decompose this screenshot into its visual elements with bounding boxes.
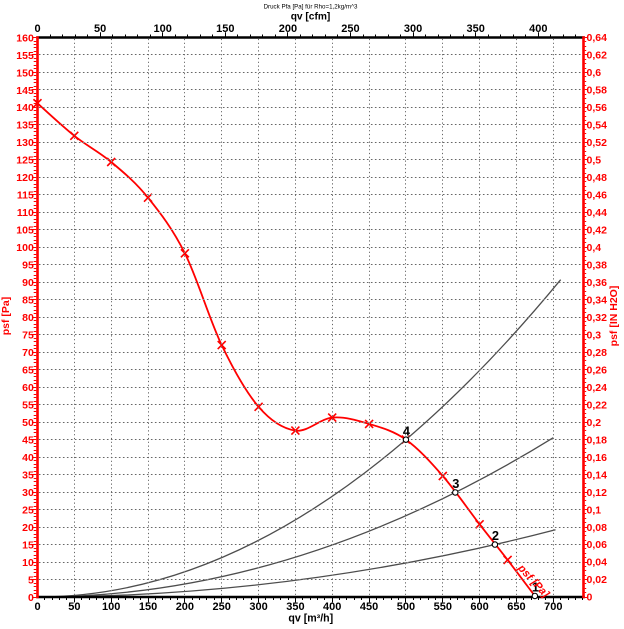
svg-text:0,22: 0,22 xyxy=(587,399,608,411)
svg-text:qv [m³/h]: qv [m³/h] xyxy=(288,612,333,624)
svg-text:0,46: 0,46 xyxy=(587,190,608,202)
svg-text:650: 650 xyxy=(507,601,525,613)
svg-text:700: 700 xyxy=(544,601,562,613)
svg-text:0,42: 0,42 xyxy=(587,225,608,237)
svg-text:0,04: 0,04 xyxy=(587,557,608,569)
svg-text:0,38: 0,38 xyxy=(587,260,608,272)
svg-text:0,02: 0,02 xyxy=(587,574,608,586)
svg-text:300: 300 xyxy=(404,23,422,35)
svg-text:0,64: 0,64 xyxy=(587,32,608,44)
svg-text:60: 60 xyxy=(22,382,34,394)
svg-text:0,06: 0,06 xyxy=(587,539,608,551)
svg-text:160: 160 xyxy=(16,32,34,44)
svg-text:psf [IN H2O]: psf [IN H2O] xyxy=(608,286,620,347)
svg-text:75: 75 xyxy=(22,330,34,342)
svg-text:0,32: 0,32 xyxy=(587,312,608,324)
svg-text:95: 95 xyxy=(22,260,34,272)
svg-text:0,1: 0,1 xyxy=(587,504,602,516)
svg-text:0,6: 0,6 xyxy=(587,67,602,79)
svg-text:135: 135 xyxy=(16,120,34,132)
svg-text:155: 155 xyxy=(16,50,34,62)
svg-text:550: 550 xyxy=(434,601,452,613)
svg-text:0,2: 0,2 xyxy=(587,417,602,429)
svg-text:105: 105 xyxy=(16,225,34,237)
svg-text:0,56: 0,56 xyxy=(587,102,608,114)
svg-text:0: 0 xyxy=(587,592,593,604)
svg-text:300: 300 xyxy=(249,601,267,613)
svg-text:250: 250 xyxy=(213,601,231,613)
svg-text:0: 0 xyxy=(28,592,34,604)
svg-text:0,18: 0,18 xyxy=(587,434,608,446)
svg-text:0,34: 0,34 xyxy=(587,295,608,307)
svg-text:0,62: 0,62 xyxy=(587,50,608,62)
svg-text:150: 150 xyxy=(216,23,234,35)
svg-text:125: 125 xyxy=(16,155,34,167)
svg-text:0,24: 0,24 xyxy=(587,382,608,394)
svg-text:90: 90 xyxy=(22,277,34,289)
svg-text:20: 20 xyxy=(22,522,34,534)
svg-text:200: 200 xyxy=(176,601,194,613)
svg-text:100: 100 xyxy=(102,601,120,613)
svg-text:0,08: 0,08 xyxy=(587,522,608,534)
svg-text:25: 25 xyxy=(22,504,34,516)
svg-text:2: 2 xyxy=(492,528,499,543)
svg-text:10: 10 xyxy=(22,557,34,569)
svg-text:0,28: 0,28 xyxy=(587,347,608,359)
svg-text:350: 350 xyxy=(466,23,484,35)
svg-text:35: 35 xyxy=(22,469,34,481)
svg-text:0,12: 0,12 xyxy=(587,487,608,499)
svg-text:Druck Pfa [Pa] für Rho=1,2kg/m: Druck Pfa [Pa] für Rho=1,2kg/m^3 xyxy=(264,3,358,10)
svg-text:250: 250 xyxy=(341,23,359,35)
svg-text:140: 140 xyxy=(16,102,34,114)
svg-text:80: 80 xyxy=(22,312,34,324)
svg-text:145: 145 xyxy=(16,85,34,97)
svg-text:0: 0 xyxy=(34,23,40,35)
svg-text:4: 4 xyxy=(403,423,411,438)
svg-text:0,52: 0,52 xyxy=(587,137,608,149)
svg-text:120: 120 xyxy=(16,172,34,184)
svg-text:1: 1 xyxy=(532,580,539,595)
svg-text:130: 130 xyxy=(16,137,34,149)
svg-text:45: 45 xyxy=(22,434,34,446)
svg-text:0,54: 0,54 xyxy=(587,120,608,132)
svg-text:0: 0 xyxy=(34,601,40,613)
svg-text:psf [Pa]: psf [Pa] xyxy=(0,297,12,336)
svg-text:3: 3 xyxy=(452,476,459,491)
svg-text:0,26: 0,26 xyxy=(587,364,608,376)
svg-text:450: 450 xyxy=(360,601,378,613)
svg-text:40: 40 xyxy=(22,452,34,464)
svg-text:0,3: 0,3 xyxy=(587,329,602,341)
svg-text:150: 150 xyxy=(139,601,157,613)
svg-text:50: 50 xyxy=(22,417,34,429)
svg-text:200: 200 xyxy=(279,23,297,35)
svg-text:0,36: 0,36 xyxy=(587,277,608,289)
svg-text:55: 55 xyxy=(22,400,34,412)
svg-text:100: 100 xyxy=(16,242,34,254)
svg-text:70: 70 xyxy=(22,347,34,359)
svg-text:0,44: 0,44 xyxy=(587,207,608,219)
svg-text:0,5: 0,5 xyxy=(587,155,602,167)
svg-text:85: 85 xyxy=(22,295,34,307)
svg-text:400: 400 xyxy=(529,23,547,35)
svg-text:15: 15 xyxy=(22,539,34,551)
svg-text:0,16: 0,16 xyxy=(587,452,608,464)
svg-text:110: 110 xyxy=(17,207,34,219)
svg-text:115: 115 xyxy=(17,190,34,202)
svg-text:400: 400 xyxy=(323,601,341,613)
svg-text:qv [cfm]: qv [cfm] xyxy=(291,11,331,22)
svg-text:0,4: 0,4 xyxy=(587,242,602,254)
svg-text:65: 65 xyxy=(22,365,34,377)
svg-text:50: 50 xyxy=(94,23,106,35)
svg-text:600: 600 xyxy=(470,601,488,613)
svg-text:100: 100 xyxy=(154,23,172,35)
svg-text:5: 5 xyxy=(28,574,34,586)
svg-text:500: 500 xyxy=(397,601,415,613)
svg-text:30: 30 xyxy=(22,487,34,499)
svg-text:0,48: 0,48 xyxy=(587,172,608,184)
svg-text:50: 50 xyxy=(68,601,80,613)
svg-text:0,58: 0,58 xyxy=(587,85,608,97)
svg-text:150: 150 xyxy=(16,67,34,79)
svg-text:0,14: 0,14 xyxy=(587,469,608,481)
svg-text:350: 350 xyxy=(286,601,304,613)
